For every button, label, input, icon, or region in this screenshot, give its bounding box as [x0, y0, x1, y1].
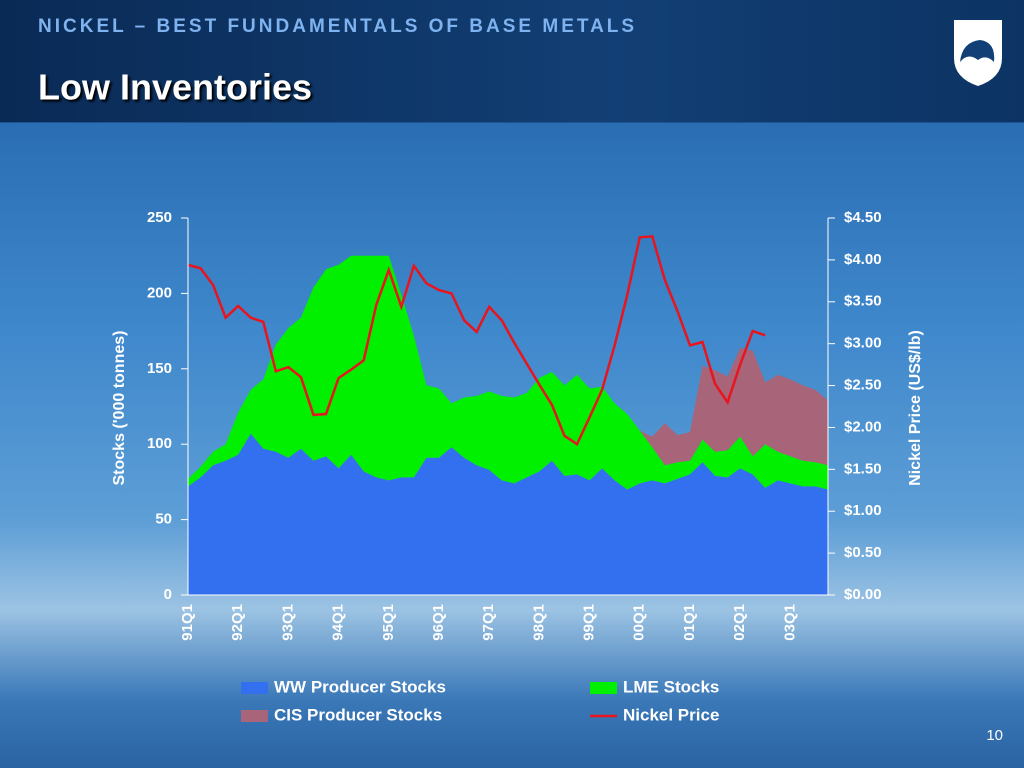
x-tick-label: 98Q1	[530, 604, 547, 641]
y2-tick-label: $0.00	[844, 586, 882, 603]
legend-label: CIS Producer Stocks	[274, 705, 442, 724]
y2-tick-label: $1.00	[844, 502, 882, 519]
x-tick-label: 96Q1	[430, 604, 447, 641]
y-axis-label: Stocks ('000 tonnes)	[111, 331, 128, 486]
y2-tick-label: $0.50	[844, 544, 882, 561]
x-tick-label: 02Q1	[731, 604, 748, 641]
legend-swatch	[241, 710, 268, 722]
x-tick-label: 01Q1	[681, 604, 698, 641]
area	[188, 433, 828, 595]
slide-header: NICKEL – BEST FUNDAMENTALS OF BASE METAL…	[38, 16, 637, 37]
y-tick-label: 50	[155, 511, 172, 528]
y2-tick-label: $4.50	[844, 209, 882, 226]
legend-swatch	[590, 682, 617, 694]
legend-label: LME Stocks	[623, 677, 719, 696]
x-tick-label: 99Q1	[581, 604, 598, 641]
page-number: 10	[986, 727, 1003, 744]
x-tick-label: 92Q1	[229, 604, 246, 641]
y-tick-label: 250	[147, 209, 172, 226]
y2-tick-label: $3.00	[844, 335, 882, 352]
y-tick-label: 0	[164, 586, 172, 603]
slide-title: Low Inventories	[38, 67, 312, 108]
x-tick-label: 00Q1	[631, 604, 648, 641]
legend-swatch	[241, 682, 268, 694]
y-tick-label: 100	[147, 435, 172, 452]
area	[188, 255, 828, 490]
x-tick-label: 95Q1	[380, 604, 397, 641]
y-tick-label: 200	[147, 284, 172, 301]
x-tick-label: 94Q1	[330, 604, 347, 641]
y2-axis-label: Nickel Price (US$/lb)	[907, 330, 924, 486]
legend-label: WW Producer Stocks	[274, 677, 446, 696]
header-band	[0, 0, 1024, 122]
y2-tick-label: $2.00	[844, 418, 882, 435]
line	[187, 235, 766, 447]
y2-tick-label: $4.00	[844, 251, 882, 268]
logo	[954, 20, 1002, 86]
y-tick-label: 150	[147, 360, 172, 377]
legend-label: Nickel Price	[623, 705, 719, 724]
y2-tick-label: $1.50	[844, 460, 882, 477]
y2-tick-label: $3.50	[844, 293, 882, 310]
y2-tick-label: $2.50	[844, 377, 882, 394]
x-tick-label: 97Q1	[480, 604, 497, 641]
x-tick-label: 03Q1	[781, 604, 798, 641]
x-tick-label: 93Q1	[279, 604, 296, 641]
x-tick-label: 91Q1	[179, 604, 196, 641]
